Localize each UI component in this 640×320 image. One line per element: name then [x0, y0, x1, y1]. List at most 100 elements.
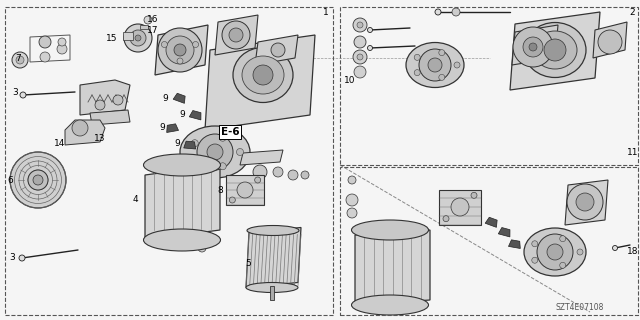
Text: 7: 7 [15, 53, 21, 62]
Polygon shape [166, 124, 179, 132]
Ellipse shape [533, 31, 577, 69]
Circle shape [95, 100, 105, 110]
Text: 5: 5 [245, 259, 251, 268]
Circle shape [443, 216, 449, 222]
Circle shape [414, 54, 420, 60]
Circle shape [229, 28, 243, 42]
Text: 18: 18 [627, 247, 639, 257]
Circle shape [367, 45, 372, 51]
Circle shape [229, 197, 236, 203]
Circle shape [454, 62, 460, 68]
Text: 4: 4 [132, 196, 138, 204]
Text: SZT4E07108: SZT4E07108 [555, 303, 604, 312]
Circle shape [124, 24, 152, 52]
Circle shape [513, 27, 553, 67]
Circle shape [158, 28, 202, 72]
Circle shape [253, 165, 267, 179]
Bar [140, 25, 148, 29]
Text: 16: 16 [147, 14, 159, 23]
Text: 14: 14 [54, 139, 66, 148]
Circle shape [353, 18, 367, 32]
Ellipse shape [246, 283, 298, 292]
Circle shape [567, 184, 603, 220]
Polygon shape [184, 141, 196, 149]
Circle shape [193, 42, 198, 47]
Circle shape [237, 148, 243, 156]
Ellipse shape [180, 126, 250, 178]
Polygon shape [173, 93, 185, 103]
Bar [439, 189, 481, 225]
Ellipse shape [143, 154, 221, 176]
Circle shape [12, 52, 28, 68]
Circle shape [537, 234, 573, 270]
Ellipse shape [143, 229, 221, 251]
Polygon shape [205, 35, 315, 130]
Circle shape [135, 35, 141, 41]
Circle shape [198, 244, 206, 252]
Circle shape [357, 54, 363, 60]
Bar [123, 32, 133, 40]
Text: 3: 3 [12, 87, 18, 97]
Circle shape [191, 157, 198, 164]
Circle shape [58, 38, 66, 46]
Circle shape [598, 30, 622, 54]
Text: 1: 1 [323, 7, 329, 17]
Polygon shape [215, 15, 258, 55]
Polygon shape [240, 150, 283, 165]
Ellipse shape [406, 43, 464, 87]
Circle shape [273, 167, 283, 177]
Polygon shape [90, 110, 130, 125]
Circle shape [301, 171, 309, 179]
Circle shape [577, 249, 583, 255]
Polygon shape [65, 120, 105, 145]
Circle shape [161, 42, 168, 47]
Circle shape [439, 50, 445, 56]
Circle shape [20, 92, 26, 98]
Ellipse shape [233, 47, 293, 102]
Text: 9: 9 [174, 139, 180, 148]
Circle shape [544, 39, 566, 61]
Circle shape [222, 21, 250, 49]
Circle shape [72, 120, 88, 136]
Bar [270, 285, 274, 300]
Polygon shape [155, 25, 208, 75]
Circle shape [529, 43, 537, 51]
Circle shape [220, 134, 226, 141]
Polygon shape [512, 25, 558, 65]
Circle shape [130, 30, 146, 46]
Circle shape [452, 8, 460, 16]
Text: 6: 6 [7, 175, 13, 185]
Circle shape [367, 28, 372, 33]
Text: 9: 9 [179, 109, 185, 118]
Text: E-6: E-6 [221, 127, 239, 137]
Text: 8: 8 [217, 186, 223, 195]
Polygon shape [499, 228, 510, 237]
Circle shape [253, 65, 273, 85]
Circle shape [197, 134, 233, 170]
Circle shape [288, 170, 298, 180]
Circle shape [419, 49, 451, 81]
Circle shape [347, 208, 357, 218]
Circle shape [451, 198, 469, 216]
Polygon shape [80, 80, 130, 115]
Circle shape [28, 170, 48, 190]
Circle shape [612, 245, 618, 251]
Text: 17: 17 [147, 26, 159, 35]
Bar [226, 175, 264, 205]
Text: 10: 10 [344, 76, 356, 84]
Ellipse shape [242, 56, 284, 94]
Circle shape [353, 50, 367, 64]
Circle shape [560, 236, 566, 242]
Circle shape [532, 257, 538, 263]
Text: 15: 15 [106, 34, 118, 43]
Circle shape [40, 52, 50, 62]
Circle shape [547, 244, 563, 260]
Ellipse shape [247, 226, 299, 236]
Ellipse shape [351, 295, 429, 315]
Circle shape [237, 182, 253, 198]
Circle shape [439, 74, 445, 80]
Circle shape [428, 58, 442, 72]
Circle shape [255, 177, 260, 183]
Circle shape [560, 262, 566, 268]
Text: 13: 13 [94, 133, 106, 142]
